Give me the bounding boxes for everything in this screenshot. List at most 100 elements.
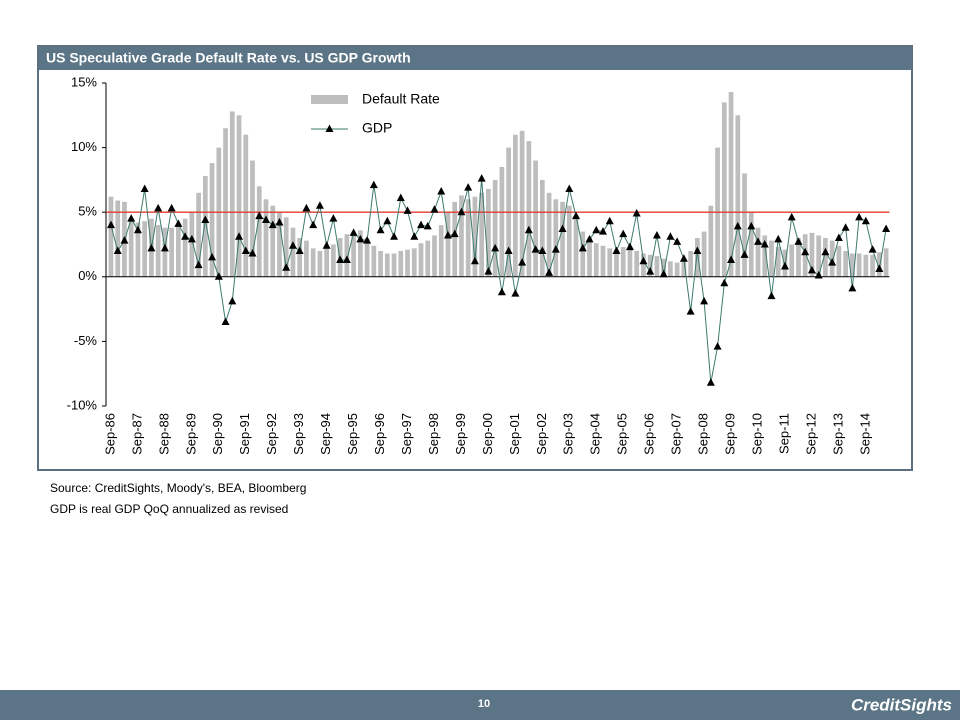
bar [573, 218, 579, 277]
gdp-marker [154, 203, 163, 212]
bar [108, 196, 114, 277]
bar [250, 160, 255, 277]
gdp-marker [268, 220, 277, 229]
title-bar [38, 46, 912, 70]
bar [445, 212, 451, 277]
gdp-marker [470, 256, 479, 265]
gdp-marker [261, 215, 270, 223]
x-tick-label: Sep-93 [291, 413, 306, 455]
gdp-marker [666, 232, 675, 240]
gdp-marker [504, 246, 513, 254]
gdp-marker [342, 255, 351, 264]
gdp-marker [133, 225, 142, 234]
bar [432, 235, 437, 277]
bar [762, 235, 768, 277]
bar [486, 188, 491, 277]
bar [297, 238, 303, 277]
bar [553, 199, 559, 277]
bar [176, 225, 181, 277]
bar [742, 173, 747, 277]
bar [654, 256, 660, 277]
bar [539, 179, 545, 277]
bar [331, 244, 336, 277]
gdp-marker [518, 258, 527, 266]
gdp-marker [565, 184, 574, 192]
bar [593, 243, 599, 277]
bar [142, 221, 148, 277]
x-tick-label: Sep-87 [129, 413, 144, 455]
gdp-marker [497, 287, 506, 296]
x-tick-label: Sep-13 [830, 413, 845, 455]
bar [391, 253, 397, 277]
bar [863, 254, 869, 277]
x-tick-label: Sep-14 [857, 413, 872, 455]
bar [243, 134, 249, 277]
gdp-marker [646, 267, 655, 275]
bar [202, 176, 208, 277]
x-tick-label: Sep-05 [615, 413, 630, 455]
gdp-marker [477, 174, 486, 182]
bar [283, 217, 289, 277]
bar [526, 141, 532, 277]
page-number: 10 [478, 698, 490, 710]
gdp-marker [201, 215, 210, 223]
gdp-marker [511, 289, 520, 297]
gdp-marker [309, 220, 318, 229]
gdp-marker [396, 193, 405, 201]
bar [870, 254, 875, 277]
x-tick-label: Sep-98 [426, 413, 441, 455]
x-tick-label: Sep-12 [803, 413, 818, 455]
footer-bar [0, 690, 960, 720]
gdp-marker [585, 234, 594, 243]
x-tick-label: Sep-00 [480, 413, 495, 455]
x-tick-label: Sep-86 [102, 413, 117, 455]
gdp-marker [794, 237, 803, 245]
bar [809, 232, 815, 277]
gdp-marker [349, 228, 358, 236]
gdp-marker [861, 216, 870, 225]
bar [378, 250, 383, 277]
bar [425, 240, 431, 277]
gdp-marker [390, 232, 399, 240]
gdp-marker [538, 246, 547, 254]
gdp-marker [423, 221, 432, 230]
gdp-marker [693, 246, 702, 254]
legend-swatch [311, 95, 348, 104]
gdp-marker [336, 255, 345, 264]
gdp-marker [194, 260, 203, 269]
bar [270, 205, 276, 277]
bar [459, 195, 464, 277]
bar [364, 238, 370, 277]
gdp-marker [572, 211, 581, 220]
gdp-marker [700, 296, 709, 305]
bar [755, 227, 761, 277]
gdp-marker [740, 250, 749, 258]
gdp-marker [531, 245, 540, 253]
bar [566, 205, 572, 277]
bar [472, 196, 478, 277]
bar [661, 258, 667, 277]
gdp-marker [801, 247, 810, 256]
bar [398, 250, 404, 277]
gdp-marker [679, 254, 688, 262]
x-tick-label: Sep-96 [372, 413, 387, 455]
bar [128, 218, 134, 277]
gdp-marker [174, 219, 183, 227]
x-tick-label: Sep-92 [264, 413, 279, 455]
legend-marker [325, 124, 334, 132]
gdp-marker [545, 268, 554, 276]
gdp-marker [652, 230, 661, 239]
gdp-marker [417, 220, 426, 229]
bar [708, 205, 714, 277]
y-tick-label: 15% [71, 74, 97, 89]
x-tick-label: Sep-11 [776, 413, 791, 454]
gdp-marker [160, 243, 169, 252]
gdp-marker [612, 246, 621, 254]
gdp-marker [127, 214, 136, 222]
gdp-marker [241, 246, 250, 254]
bar [728, 92, 734, 277]
gdp-marker [457, 207, 466, 216]
source-note: Source: CreditSights, Moody's, BEA, Bloo… [50, 481, 306, 495]
gdp-marker [882, 224, 891, 232]
